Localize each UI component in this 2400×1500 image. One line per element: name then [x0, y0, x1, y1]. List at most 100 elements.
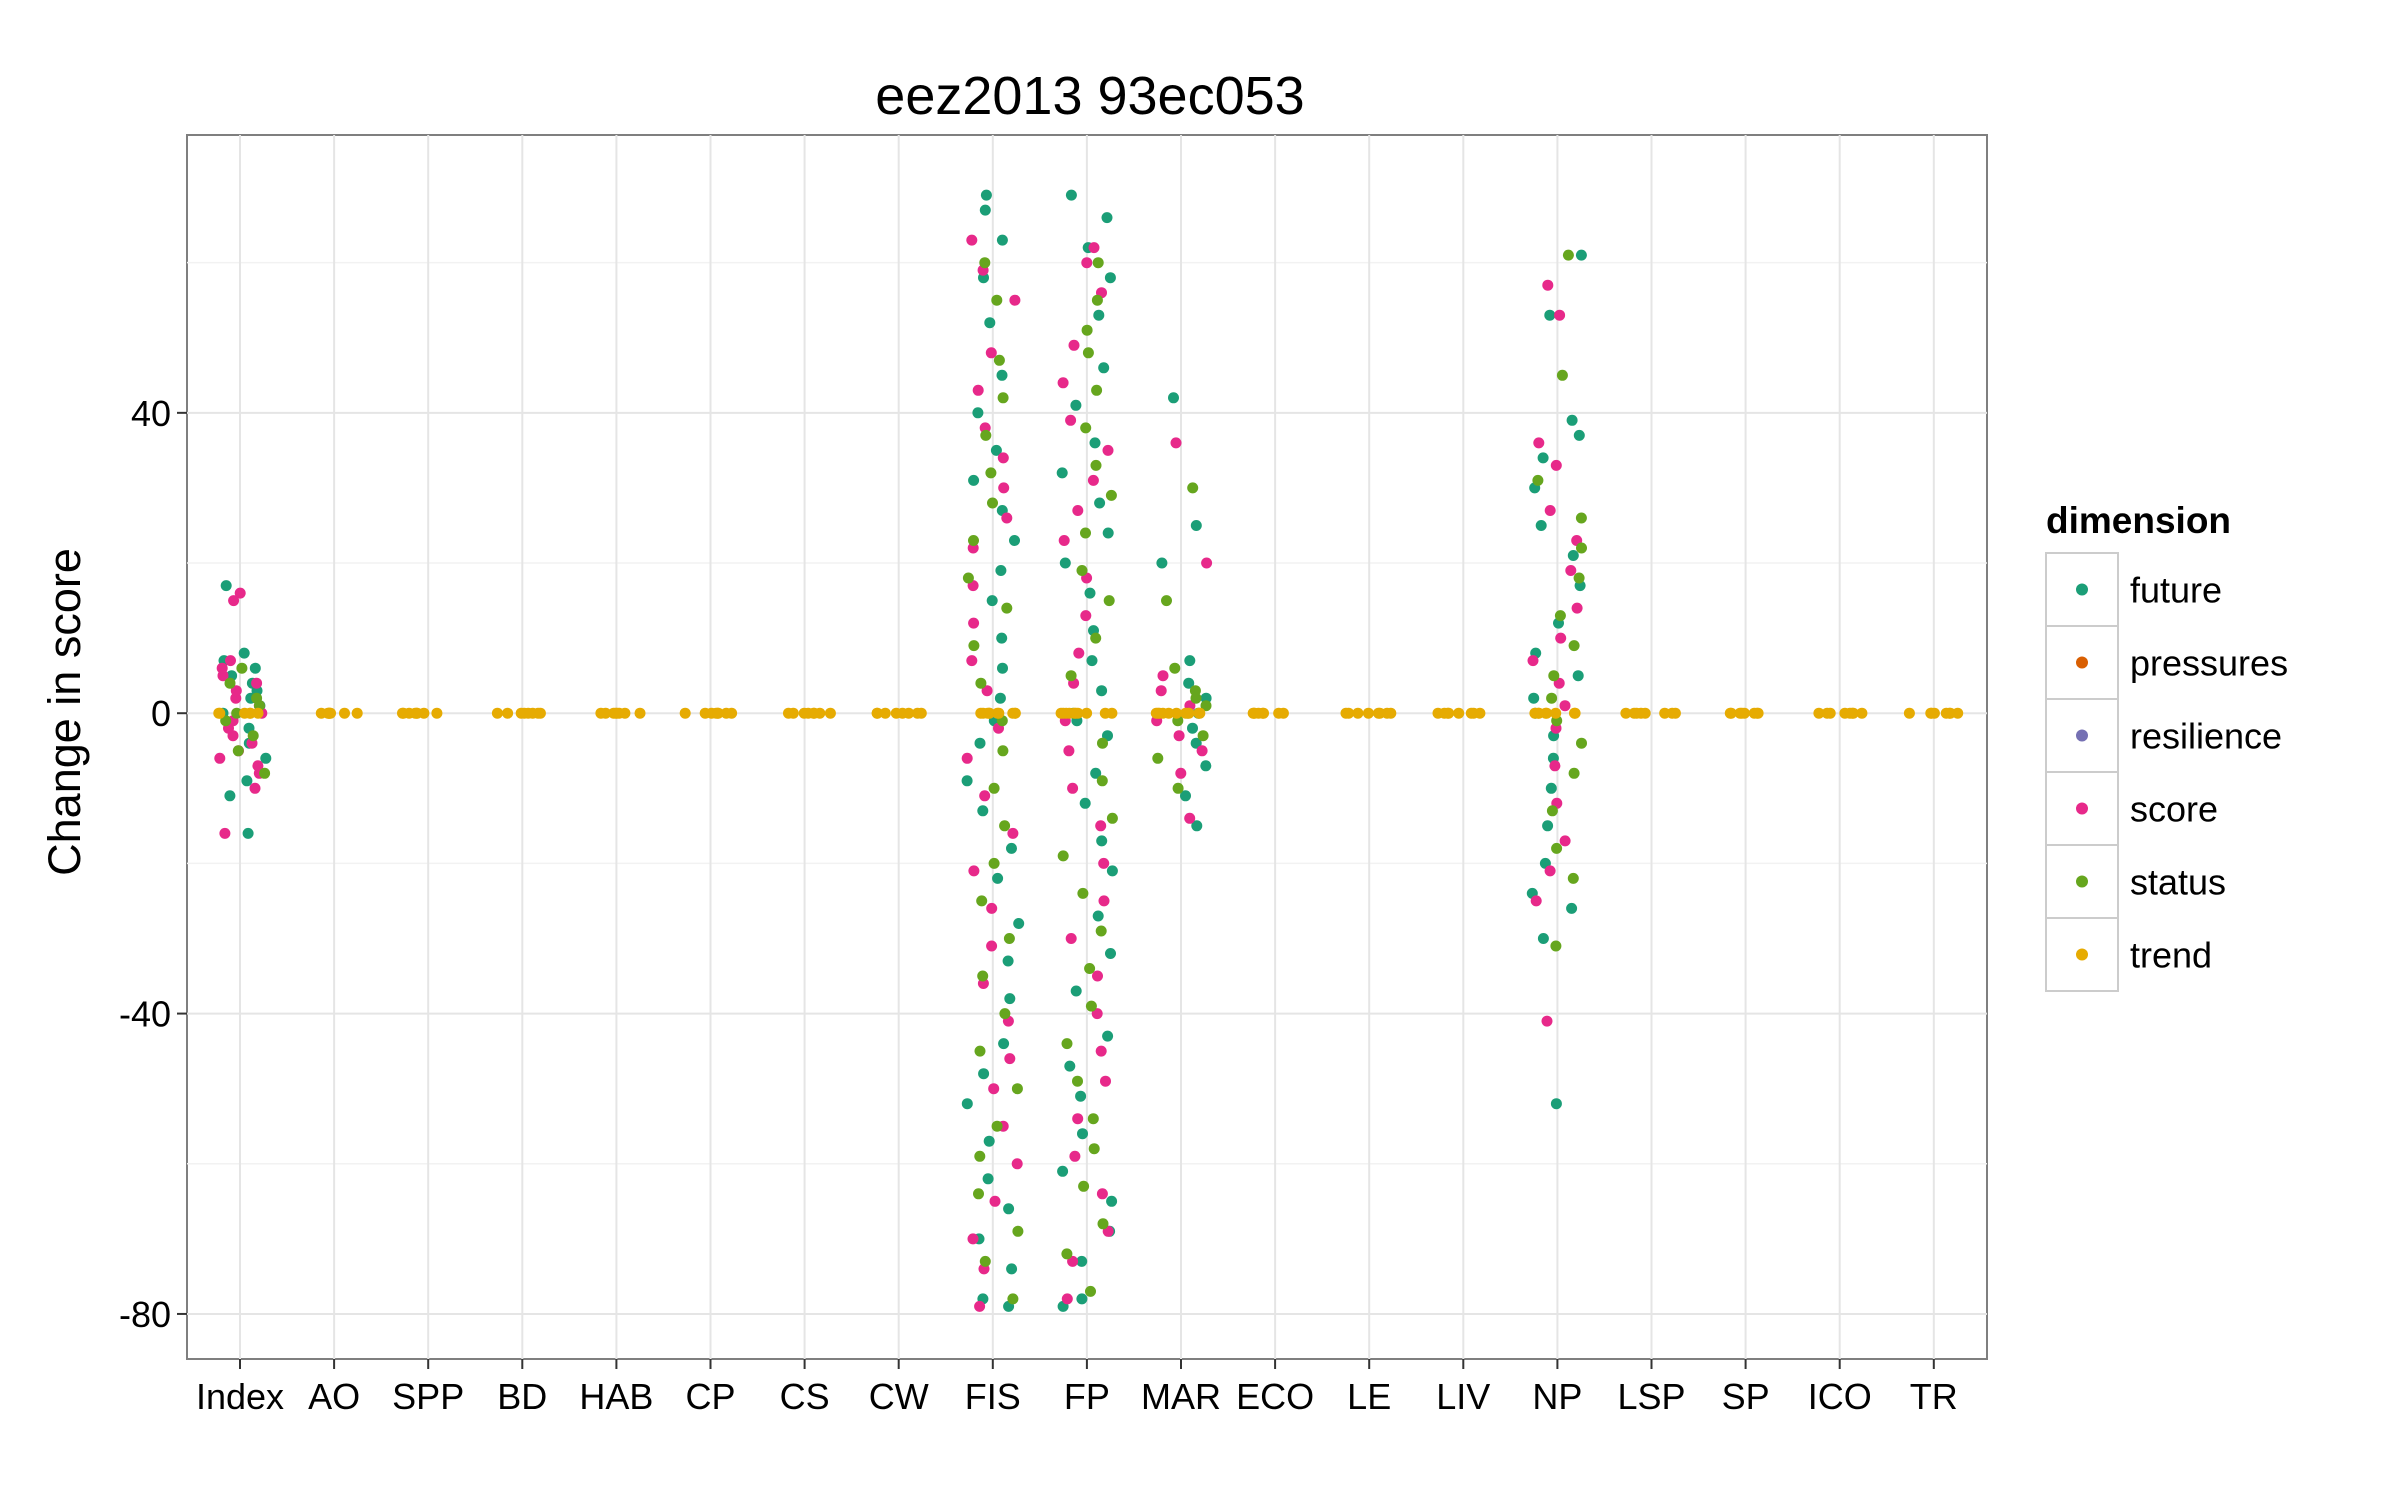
data-point-status — [974, 1045, 986, 1057]
data-point-score — [1157, 670, 1169, 682]
legend-swatch — [2076, 729, 2088, 742]
data-point-trend — [1340, 707, 1352, 719]
data-point-score — [1073, 647, 1085, 659]
data-point-trend — [1738, 707, 1750, 719]
data-point-status — [1106, 812, 1118, 824]
data-point-trend — [1249, 707, 1261, 719]
data-point-status — [1568, 640, 1580, 652]
data-point-trend — [1940, 707, 1952, 719]
data-point-status — [1065, 670, 1077, 682]
data-point-score — [974, 1300, 986, 1312]
data-point-status — [997, 745, 1009, 757]
data-point-future — [1059, 557, 1071, 569]
data-point-status — [1532, 474, 1544, 486]
data-point-score — [1559, 700, 1571, 712]
data-point-future — [220, 580, 232, 592]
data-point-status — [1082, 347, 1094, 359]
data-point-score — [225, 655, 236, 667]
data-point-score — [1098, 895, 1110, 907]
data-point-trend — [1669, 707, 1681, 719]
data-point-score — [1550, 459, 1562, 471]
data-point-status — [1088, 1143, 1100, 1155]
data-point-future — [1070, 985, 1082, 997]
data-point-status — [259, 767, 271, 779]
data-point-future — [992, 872, 1004, 884]
data-point-status — [1189, 685, 1201, 697]
data-point-score — [1007, 827, 1019, 839]
chart-title: eez2013 93ec053 — [875, 66, 1304, 126]
data-point-status — [1097, 1218, 1109, 1230]
data-point-score — [1095, 820, 1107, 832]
data-point-trend — [1465, 707, 1477, 719]
data-point-score — [1530, 895, 1542, 907]
data-point-future — [1090, 767, 1102, 779]
data-point-future — [1542, 820, 1554, 832]
data-point-future — [997, 662, 1008, 674]
data-point-status — [1095, 925, 1107, 937]
data-point-trend — [325, 707, 336, 719]
data-point-status — [220, 715, 232, 727]
data-point-status — [979, 257, 991, 269]
data-point-trend — [1724, 707, 1736, 719]
data-point-future — [1013, 918, 1025, 929]
data-point-score — [1571, 602, 1583, 614]
data-point-future — [1572, 670, 1584, 682]
legend-title: dimension — [2046, 500, 2231, 541]
data-point-score — [1001, 512, 1013, 524]
data-point-future — [249, 662, 261, 674]
x-tick-label: LIV — [1436, 1376, 1490, 1417]
x-tick-label: BD — [497, 1376, 547, 1417]
data-point-status — [1011, 1083, 1023, 1095]
data-point-trend — [351, 707, 363, 719]
data-point-trend — [1277, 707, 1289, 719]
data-point-future — [1102, 527, 1114, 539]
data-point-future — [241, 775, 253, 787]
data-point-status — [1091, 384, 1103, 396]
data-point-trend — [1813, 707, 1825, 719]
data-point-status — [1169, 662, 1181, 674]
x-tick-label: CW — [869, 1376, 929, 1417]
data-point-status — [1092, 257, 1104, 269]
data-point-score — [968, 865, 980, 877]
data-point-future — [1079, 797, 1091, 809]
x-tick-label: SPP — [392, 1376, 464, 1417]
x-tick-label: ICO — [1808, 1376, 1872, 1417]
data-point-score — [1542, 279, 1554, 291]
data-point-score — [968, 617, 980, 629]
data-point-future — [983, 1135, 995, 1147]
x-tick-label: AO — [308, 1376, 360, 1417]
data-point-status — [999, 820, 1011, 832]
data-point-status — [1546, 805, 1558, 817]
data-point-status — [1556, 369, 1568, 381]
x-tick-label: ECO — [1236, 1376, 1314, 1417]
data-point-status — [1573, 572, 1585, 584]
data-point-score — [981, 685, 993, 697]
data-point-trend — [975, 707, 987, 719]
data-point-score — [961, 752, 973, 764]
data-point-status — [1546, 692, 1558, 704]
data-point-trend — [595, 707, 607, 719]
data-point-trend — [502, 707, 514, 719]
data-point-trend — [1926, 707, 1938, 719]
data-point-trend — [1060, 707, 1072, 719]
data-point-status — [991, 294, 1003, 306]
data-point-score — [1201, 557, 1213, 569]
data-point-status — [1152, 752, 1164, 764]
legend-label: status — [2130, 862, 2226, 903]
data-point-status — [251, 692, 263, 704]
data-point-trend — [1352, 707, 1364, 719]
data-point-trend — [1194, 707, 1206, 719]
data-point-status — [247, 730, 259, 742]
data-point-score — [214, 752, 226, 764]
y-tick-label: 40 — [131, 393, 171, 434]
y-axis-label: Change in score — [39, 548, 90, 876]
data-point-status — [1072, 1075, 1083, 1087]
data-point-status — [1085, 1285, 1096, 1297]
y-axis: 40 0 -40 -80 — [119, 393, 187, 1335]
data-point-future — [979, 204, 991, 216]
data-point-status — [1567, 872, 1579, 884]
data-point-future — [1535, 520, 1547, 531]
data-point-future — [1537, 452, 1549, 464]
data-point-future — [977, 805, 989, 817]
data-point-score — [1088, 242, 1100, 254]
